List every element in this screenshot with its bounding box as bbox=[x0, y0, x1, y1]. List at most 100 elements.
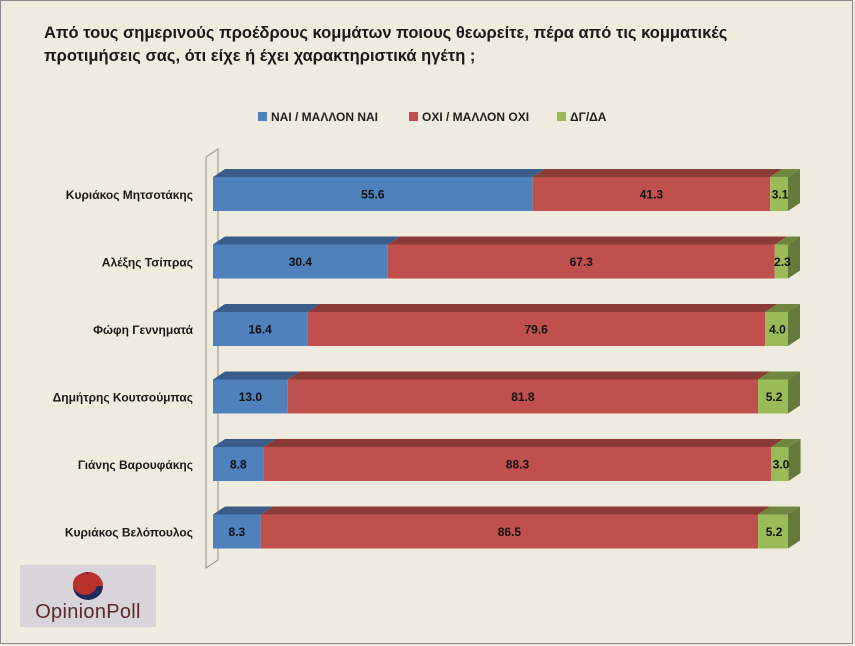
logo-text: OpinionPoll bbox=[35, 601, 141, 623]
bar-front-face bbox=[213, 312, 308, 346]
bar-top-face bbox=[213, 439, 276, 447]
bar-top-face bbox=[307, 304, 777, 312]
legend: ΝΑΙ / ΜΑΛΛΟΝ ΝΑΙ ΟΧΙ / ΜΑΛΛΟΝ ΟΧΙ ΔΓ/ΔΑ bbox=[258, 110, 607, 124]
bar-front-face bbox=[263, 447, 772, 481]
bar-segment: 8.8 bbox=[213, 439, 276, 481]
category-label: Κυριάκος Βελόπουλος bbox=[65, 526, 193, 540]
bar-row: 30.4 67.3 2.3 bbox=[213, 236, 800, 279]
bar-front-face bbox=[213, 514, 261, 549]
bar-side-face bbox=[788, 506, 800, 549]
data-label: 67.3 bbox=[570, 255, 594, 269]
legend-item: ΔΓ/ΔΑ bbox=[557, 110, 607, 124]
y-axis-wall bbox=[205, 148, 219, 569]
bar-front-face bbox=[260, 514, 759, 549]
bar-front-face bbox=[758, 514, 788, 549]
bar-top-face bbox=[770, 169, 800, 177]
bar-segment: 88.3 bbox=[263, 439, 784, 481]
bar-top-face bbox=[774, 236, 800, 245]
data-label: 86.5 bbox=[498, 525, 522, 539]
bar-segment: 41.3 bbox=[532, 169, 783, 211]
bar-segment: 55.6 bbox=[213, 169, 545, 211]
legend-swatch bbox=[557, 112, 566, 121]
bar-segment: 5.2 bbox=[758, 371, 800, 414]
opinion-poll-logo: OpinionPoll bbox=[20, 565, 156, 627]
bar-segment: 30.4 bbox=[213, 236, 400, 279]
bar-side-face bbox=[788, 236, 800, 279]
data-label: 4.0 bbox=[769, 323, 786, 337]
chart-title: Από τους σημερινούς προέδρους κομμάτων π… bbox=[44, 24, 728, 65]
bar-segment: 5.2 bbox=[758, 506, 800, 549]
bar-front-face bbox=[307, 312, 765, 346]
bar-top-face bbox=[213, 371, 300, 380]
axis-layer bbox=[205, 148, 219, 569]
bar-top-face bbox=[532, 169, 783, 177]
data-label: 81.8 bbox=[511, 390, 535, 404]
bar-segment: 2.3 bbox=[774, 236, 800, 279]
data-label: 8.8 bbox=[230, 458, 247, 472]
data-label: 2.3 bbox=[774, 255, 791, 269]
bar-segment: 79.6 bbox=[307, 304, 777, 346]
bar-row: 8.3 86.5 5.2 bbox=[213, 506, 800, 549]
category-label: Κυριάκος Μητσοτάκης bbox=[66, 188, 193, 202]
bar-top-face bbox=[213, 304, 320, 312]
data-label: 5.2 bbox=[766, 390, 783, 404]
bar-front-face bbox=[213, 177, 533, 211]
category-label: Γιάνης Βαρουφάκης bbox=[78, 458, 193, 472]
legend-swatch bbox=[258, 112, 267, 121]
legend-item: ΟΧΙ / ΜΑΛΛΟΝ ΟΧΙ bbox=[409, 110, 529, 124]
bar-segment: 8.3 bbox=[213, 506, 273, 549]
bar-front-face bbox=[213, 379, 288, 414]
bars-layer: 55.6 41.3 3.1 30.4 67.3 2.3 16.4 79.6 4.0 13.0 81.… bbox=[213, 169, 801, 549]
bar-top-face bbox=[287, 371, 771, 380]
bar-front-face bbox=[213, 244, 388, 279]
bar-top-face bbox=[771, 439, 801, 447]
bar-front-face bbox=[387, 244, 775, 279]
bar-top-face bbox=[758, 506, 800, 515]
data-label: 13.0 bbox=[239, 390, 263, 404]
bar-side-face bbox=[788, 371, 800, 414]
bar-top-face bbox=[213, 236, 400, 245]
bar-front-face bbox=[770, 177, 788, 211]
bar-front-face bbox=[765, 312, 788, 346]
category-label: Αλέξης Τσίπρας bbox=[102, 256, 193, 270]
bar-top-face bbox=[213, 169, 545, 177]
legend-item: ΝΑΙ / ΜΑΛΛΟΝ ΝΑΙ bbox=[258, 110, 378, 124]
bar-top-face bbox=[387, 236, 787, 245]
data-label: 30.4 bbox=[289, 255, 313, 269]
bar-segment: 4.0 bbox=[765, 304, 800, 346]
data-label: 16.4 bbox=[248, 323, 272, 337]
bar-row: 13.0 81.8 5.2 bbox=[213, 371, 800, 414]
bar-row: 55.6 41.3 3.1 bbox=[213, 169, 800, 211]
bar-front-face bbox=[774, 244, 788, 279]
bar-front-face bbox=[532, 177, 771, 211]
legend-swatch bbox=[409, 112, 418, 121]
legend-label: ΔΓ/ΔΑ bbox=[570, 110, 607, 124]
legend-label: ΝΑΙ / ΜΑΛΛΟΝ ΝΑΙ bbox=[271, 110, 378, 124]
bar-top-face bbox=[758, 371, 800, 380]
bar-segment: 67.3 bbox=[387, 236, 787, 279]
bar-front-face bbox=[771, 447, 789, 481]
category-label: Δημήτρης Κουτσούμπας bbox=[53, 391, 193, 405]
bar-segment: 3.0 bbox=[771, 439, 801, 481]
category-labels: Κυριάκος Μητσοτάκης Αλέξης Τσίπρας Φώφη Γε… bbox=[53, 188, 194, 540]
bar-segment: 16.4 bbox=[213, 304, 320, 346]
logo-mark-icon bbox=[73, 572, 103, 600]
bar-front-face bbox=[287, 379, 759, 414]
bar-segment: 81.8 bbox=[287, 371, 771, 414]
legend-label: ΟΧΙ / ΜΑΛΛΟΝ ΟΧΙ bbox=[422, 110, 529, 124]
data-label: 79.6 bbox=[524, 323, 548, 337]
data-label: 88.3 bbox=[506, 458, 530, 472]
bar-side-face bbox=[788, 439, 801, 481]
data-label: 5.2 bbox=[766, 525, 783, 539]
bar-top-face bbox=[263, 439, 784, 447]
bar-top-face bbox=[765, 304, 800, 312]
data-label: 3.1 bbox=[772, 188, 789, 202]
bar-row: 16.4 79.6 4.0 bbox=[213, 304, 800, 346]
bar-front-face bbox=[758, 379, 788, 414]
data-label: 55.6 bbox=[361, 188, 385, 202]
bar-row: 8.8 88.3 3.0 bbox=[213, 439, 801, 481]
data-label: 41.3 bbox=[640, 188, 664, 202]
data-label: 8.3 bbox=[229, 525, 246, 539]
